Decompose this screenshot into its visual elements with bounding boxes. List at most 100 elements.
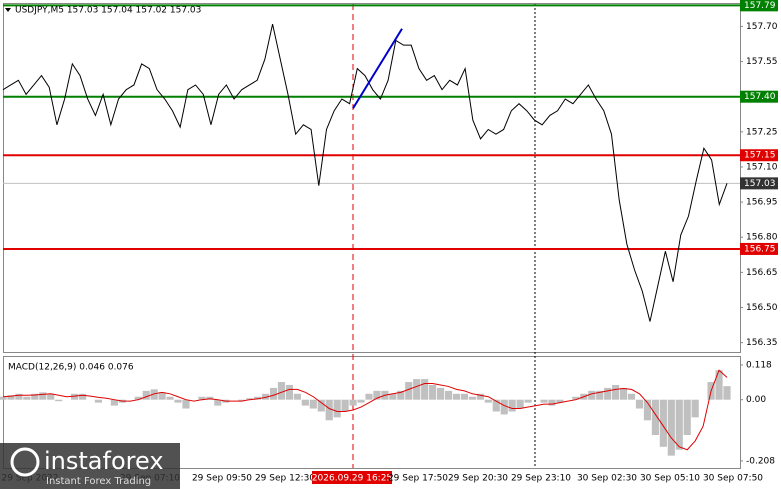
macd-bar	[508, 399, 516, 412]
macd-bar	[691, 399, 699, 418]
macd-bar	[683, 399, 691, 436]
x-tick-label: 2026.09.29 16:25	[312, 474, 392, 484]
macd-bar	[604, 387, 612, 400]
macd-bar	[715, 370, 723, 400]
macd-bar	[635, 399, 644, 409]
macd-bar	[389, 393, 397, 400]
x-tick-label: 30 Sep 05:10	[640, 474, 700, 484]
macd-bar	[429, 384, 437, 400]
chart-title: USDJPY,M5 157.03 157.04 157.02 157.03	[15, 6, 201, 16]
macd-bar	[166, 396, 174, 400]
macd-bar	[444, 390, 453, 400]
x-tick-label: 29 Sep 12:30	[255, 474, 315, 484]
macd-bar	[293, 393, 301, 400]
tagline: Instant Forex Trading	[46, 476, 151, 487]
macd-bar	[405, 382, 413, 400]
macd-bar	[516, 399, 524, 409]
y-tick-label: 0.118	[746, 360, 772, 370]
y-tick-label: 156.80	[746, 233, 778, 243]
macd-bar	[437, 387, 445, 400]
signal-line	[2, 369, 728, 451]
macd-bar	[723, 386, 731, 400]
macd-bar	[206, 396, 214, 400]
x-tick-label: 30 Sep 07:50	[703, 474, 763, 484]
macd-bar	[484, 399, 492, 403]
logo-icon	[10, 447, 40, 477]
macd-bar	[214, 399, 222, 406]
level-tag	[740, 177, 778, 190]
macd-bar	[31, 393, 39, 400]
macd-bar	[651, 399, 659, 436]
y-tick-label: 157.55	[746, 57, 778, 67]
y-tick-label: 157.10	[746, 162, 778, 172]
macd-bar	[7, 395, 15, 400]
macd-bar	[142, 390, 150, 400]
macd-bar	[548, 399, 556, 406]
y-tick-label: -0.208	[746, 456, 775, 466]
macd-bar	[150, 389, 158, 400]
title-icon	[5, 8, 11, 12]
macd-bar	[421, 379, 429, 400]
time-highlight	[312, 471, 392, 484]
macd-bar	[23, 396, 31, 400]
macd-bar	[158, 392, 166, 400]
macd-bar	[397, 390, 405, 400]
macd-bar	[174, 399, 182, 403]
macd-bar	[452, 393, 461, 400]
macd-bar	[0, 396, 7, 400]
macd-bar	[460, 393, 469, 400]
macd-bar	[269, 387, 278, 400]
level-label: 157.03	[744, 179, 776, 189]
x-tick-label: 29 Sep 09:50	[192, 474, 252, 484]
macd-bar	[341, 399, 349, 412]
x-tick-label: 29 Sep 17:50	[388, 474, 448, 484]
macd-bar	[238, 399, 246, 402]
macd-bar	[619, 387, 628, 400]
macd-bar	[309, 399, 317, 409]
y-tick-label: 0.00	[746, 395, 766, 405]
macd-bar	[246, 398, 254, 400]
x-tick-label: 30 Sep 02:30	[577, 474, 637, 484]
macd-bar	[667, 399, 675, 456]
y-tick-label: 156.50	[746, 303, 778, 313]
macd-bar	[572, 396, 580, 400]
level-label: 157.15	[744, 151, 776, 161]
macd-bar	[556, 399, 564, 403]
macd-bar	[55, 399, 63, 402]
level-tag	[740, 149, 778, 162]
y-tick-label: 156.65	[746, 268, 778, 278]
macd-bar	[317, 399, 325, 412]
macd-bar	[524, 399, 532, 403]
x-tick-label: 29 Sep 20:30	[448, 474, 508, 484]
macd-bar	[468, 396, 476, 400]
level-tag	[740, 0, 778, 12]
macd-bar	[365, 393, 373, 400]
macd-bar	[285, 384, 293, 400]
macd-bar	[110, 399, 118, 406]
macd-bar	[413, 379, 421, 400]
macd-bar	[94, 399, 103, 403]
macd-bar	[675, 399, 683, 450]
macd-bar	[198, 396, 206, 400]
level-label: 157.40	[744, 92, 776, 102]
macd-bar	[71, 393, 79, 400]
macd-frame	[3, 356, 741, 469]
x-tick-label: 29 Sep 23:10	[511, 474, 571, 484]
macd-bar	[357, 399, 365, 403]
macd-bar	[78, 393, 87, 400]
macd-bar	[39, 392, 47, 400]
level-tag	[740, 90, 778, 103]
macd-bar	[325, 399, 333, 421]
macd-bar	[612, 384, 620, 400]
macd-bar	[15, 393, 23, 400]
level-label: 156.75	[744, 244, 776, 254]
price-line	[2, 23, 728, 322]
macd-bar	[301, 399, 309, 406]
macd-bar	[588, 390, 596, 400]
macd-bar	[540, 399, 548, 403]
macd-bar	[47, 393, 55, 400]
macd-title: MACD(12,26,9) 0.046 0.076	[8, 363, 134, 373]
macd-bar	[643, 399, 652, 421]
macd-bar	[182, 399, 190, 409]
